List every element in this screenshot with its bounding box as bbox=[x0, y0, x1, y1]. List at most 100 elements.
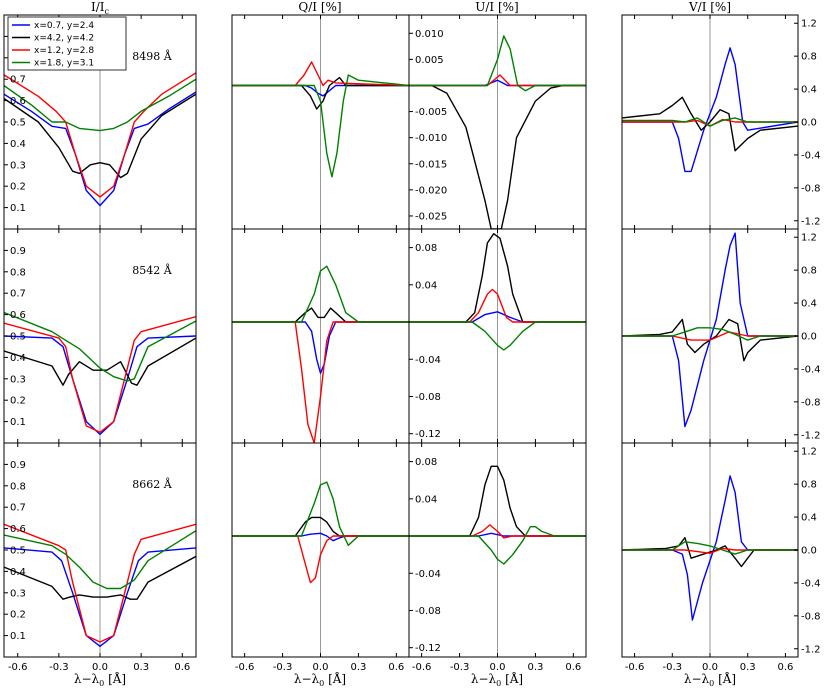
y-tick-label: 0.4 bbox=[801, 299, 817, 310]
y-tick-label: 0.08 bbox=[415, 457, 437, 468]
y-tick-label: 0.8 bbox=[801, 266, 817, 277]
legend: x=0.7, y=2.4 x=4.2, y=4.2 x=1.2, y=2.8 x=1.… bbox=[7, 16, 127, 71]
panel-q-row3: -0.6 -0.3 0.0 0.3 0.6 bbox=[231, 442, 410, 673]
y-tick-label: 0.1 bbox=[10, 203, 26, 214]
series-line-1 bbox=[232, 321, 409, 374]
series-line-4 bbox=[409, 35, 586, 92]
series-line-4 bbox=[232, 74, 409, 178]
y-tick-label: 0.04 bbox=[415, 494, 437, 505]
series-line-4 bbox=[409, 321, 586, 351]
panel-u-row2: -0.12 -0.08 -0.04 0.04 0.08 bbox=[408, 228, 587, 444]
y-tick-label: 0.4 bbox=[10, 139, 26, 150]
y-tick-label: -0.04 bbox=[415, 355, 441, 366]
y-tick-label: -0.020 bbox=[415, 185, 447, 196]
series-line-2 bbox=[232, 307, 409, 323]
series-line-4 bbox=[232, 265, 409, 323]
x-tick-label: 0.0 bbox=[490, 662, 506, 673]
y-tick-label: 0.7 bbox=[10, 75, 26, 86]
series-line-4 bbox=[4, 78, 196, 132]
y-tick-label: 0.1 bbox=[10, 417, 26, 428]
x-tick-label: 0.3 bbox=[133, 662, 149, 673]
y-tick-label: 0.6 bbox=[10, 96, 26, 107]
spectral-line-label: 8662 Å bbox=[132, 477, 172, 491]
y-tick-label: -1.2 bbox=[801, 644, 821, 655]
y-tick-label: 0.5 bbox=[10, 546, 26, 557]
y-tick-label: 0.4 bbox=[10, 353, 26, 364]
series-line-4 bbox=[409, 526, 586, 565]
series-line-2 bbox=[622, 96, 798, 152]
panel-u-row3: -0.6 -0.3 0.0 0.3 0.6 -0.12 -0.08 -0.04 0.04 0.08 bbox=[408, 442, 587, 673]
x-tick-label: 0.3 bbox=[740, 662, 756, 673]
x-tick-label: 0.6 bbox=[565, 662, 581, 673]
series-line-2 bbox=[409, 465, 586, 537]
y-tick-label: 0.010 bbox=[415, 29, 444, 40]
x-tick-label: 0.6 bbox=[777, 662, 793, 673]
y-tick-label: -0.010 bbox=[415, 133, 447, 144]
y-tick-label: -0.005 bbox=[415, 107, 447, 118]
legend-entry: x=1.2, y=2.8 bbox=[34, 46, 94, 56]
y-tick-label: 0.2 bbox=[10, 182, 26, 193]
y-tick-label: -0.8 bbox=[801, 397, 821, 408]
x-axis-label: λ−λ0 [Å] bbox=[74, 671, 126, 688]
column-title-u: U/I [%] bbox=[475, 0, 518, 14]
y-tick-label: -0.04 bbox=[415, 569, 441, 580]
y-tick-label: 0.4 bbox=[801, 513, 817, 524]
series-line-3 bbox=[409, 524, 586, 539]
series-line-3 bbox=[4, 316, 196, 433]
panel-i-row1: 0.10.20.30.40.50.60.70.80.98498 Å bbox=[3, 14, 197, 230]
y-tick-label: -0.4 bbox=[801, 578, 821, 589]
series-line-1 bbox=[4, 335, 196, 436]
series-line-4 bbox=[622, 117, 798, 127]
y-tick-label: 0.7 bbox=[10, 289, 26, 300]
x-tick-label: 0.3 bbox=[527, 662, 543, 673]
series-line-2 bbox=[409, 233, 586, 323]
series-line-3 bbox=[232, 321, 409, 443]
x-tick-label: -0.3 bbox=[49, 662, 69, 673]
y-tick-label: 0.8 bbox=[10, 481, 26, 492]
y-tick-label: 0.1 bbox=[10, 631, 26, 642]
series-line-3 bbox=[232, 61, 409, 87]
y-tick-label: 0.08 bbox=[415, 243, 437, 254]
x-tick-label: -0.6 bbox=[235, 662, 255, 673]
y-tick-label: 0.4 bbox=[801, 85, 817, 96]
series-line-4 bbox=[622, 541, 798, 555]
y-tick-label: 0.9 bbox=[10, 460, 26, 471]
series-line-2 bbox=[4, 93, 196, 179]
y-tick-label: 0.8 bbox=[801, 52, 817, 63]
x-tick-label: 0.0 bbox=[92, 662, 108, 673]
panel-i-row2: 0.1 0.2 0.3 0.4 0.5 0.6 0.7 0.8 0.9 8542 Å bbox=[3, 228, 197, 444]
series-line-2 bbox=[409, 84, 586, 229]
panel-q-row1 bbox=[231, 14, 410, 230]
panel-u-row1: -0.025 -0.020 -0.015 -0.010 -0.005 0.005 0.010 bbox=[408, 14, 587, 230]
y-tick-label: -0.8 bbox=[801, 611, 821, 622]
y-tick-label: 1.2 bbox=[801, 447, 817, 458]
legend-box bbox=[7, 16, 127, 71]
y-tick-label: -0.12 bbox=[415, 643, 441, 654]
y-tick-label: -0.12 bbox=[415, 429, 441, 440]
series-line-2 bbox=[4, 337, 196, 386]
x-tick-label: 0.3 bbox=[350, 662, 366, 673]
series-line-3 bbox=[409, 288, 586, 323]
y-tick-label: 0.8 bbox=[10, 267, 26, 278]
x-tick-label: -0.6 bbox=[8, 662, 28, 673]
y-tick-label: 0.9 bbox=[10, 246, 26, 257]
y-tick-label: 0.3 bbox=[10, 160, 26, 171]
y-tick-label: 0.2 bbox=[10, 396, 26, 407]
y-tick-label: -0.08 bbox=[415, 606, 441, 617]
x-tick-label: 0.6 bbox=[174, 662, 190, 673]
y-tick-label: 0.7 bbox=[10, 503, 26, 514]
series-line-3 bbox=[232, 535, 409, 584]
y-tick-label: 0.5 bbox=[10, 332, 26, 343]
x-axis-label: λ−λ0 [Å] bbox=[294, 671, 346, 688]
y-tick-label: -0.4 bbox=[801, 150, 821, 161]
y-tick-label: -0.8 bbox=[801, 183, 821, 194]
legend-entry: x=0.7, y=2.4 bbox=[34, 21, 94, 31]
series-line-4 bbox=[4, 530, 196, 590]
spectral-line-label: 8498 Å bbox=[132, 49, 172, 63]
legend-entry: x=1.8, y=3.1 bbox=[34, 59, 94, 69]
x-tick-label: -0.3 bbox=[450, 662, 470, 673]
y-tick-label: -0.08 bbox=[415, 392, 441, 403]
y-tick-label: 0.0 bbox=[801, 118, 817, 129]
x-tick-label: 0.0 bbox=[313, 662, 329, 673]
panel-v-row3: -0.6 -0.3 0.0 0.3 0.6 -1.2 -0.8 -0.4 0.0 0.4 0.8 1.… bbox=[621, 442, 821, 673]
